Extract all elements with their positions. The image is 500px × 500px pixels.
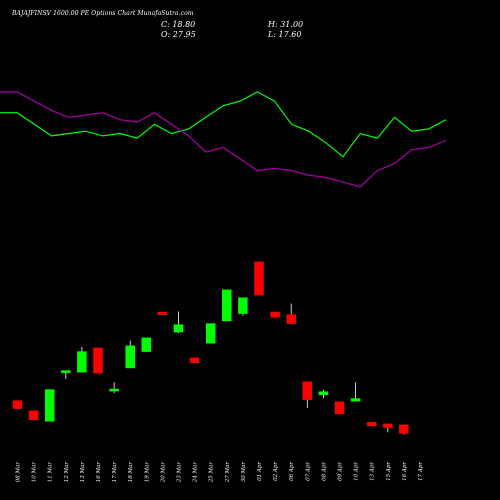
date-tick-label: 02 Apr [273,462,279,481]
date-tick-label: 07 Apr [305,462,311,481]
candle-body [205,323,216,344]
date-tick-label: 11 Mar [48,462,54,483]
date-tick-label: 17 Apr [418,462,424,481]
date-tick-label: 18 Mar [128,462,134,483]
line-series-2 [0,91,447,188]
candle-body [254,261,264,296]
candle-body [334,401,345,415]
candle-body [399,424,409,434]
date-tick-label: 01 Apr [257,462,263,481]
candle-body [189,357,200,363]
date-tick-label: 25 Mar [209,462,215,484]
date-tick-label: 09 Apr [338,462,344,481]
date-tick-label: 19 Mar [144,462,150,483]
candle-body [366,422,377,427]
date-tick-label: 30 Mar [241,462,247,483]
low-value: L: 17.60 [268,30,302,39]
candle-body [141,337,152,352]
candle-body [44,389,55,422]
candle-body [383,423,393,428]
date-tick-label: 23 Mar [177,462,183,484]
high-value: H: 31.00 [268,20,304,29]
candle-body [77,351,87,373]
date-tick-label: 16 Apr [402,462,408,481]
candle-body [318,391,329,396]
date-tick-label: 16 Mar [96,462,102,483]
candle-body [157,311,168,315]
date-tick-label: 08 Apr [321,462,327,481]
date-tick-label: 13 Apr [370,462,376,481]
candle-body [12,400,23,409]
date-tick-label: 27 Mar [225,462,231,484]
candle-body [109,388,119,392]
candle-body [61,370,71,373]
date-tick-label: 20 Mar [160,462,166,484]
candle-body [222,289,232,322]
candle-body [270,311,280,318]
date-tick-label: 17 Mar [112,462,118,483]
ohlc-close-open: C: 18.80 O: 27.95 [161,20,196,40]
chart-title: BAJAJFINSV 1600.00 PE Options Chart Muna… [12,10,194,17]
candle-body [125,345,135,369]
candle-body [28,410,39,420]
candle-body [238,297,248,314]
line-series-1 [0,91,447,158]
open-value: O: 27.95 [161,30,196,39]
date-tick-label: 10 Mar [32,462,38,483]
candle-body [286,314,296,324]
date-tick-label: 24 Mar [193,462,199,484]
candle-body [350,398,361,402]
ohlc-high-low: H: 31.00 L: 17.60 [268,20,303,40]
date-tick-label: 08 Mar [16,462,22,483]
date-tick-label: 12 Mar [64,462,70,483]
date-tick-label: 13 Mar [80,462,86,483]
candle-body [93,347,103,374]
date-tick-label: 10 Apr [354,462,360,481]
candle-body [302,381,313,400]
close-value: C: 18.80 [161,20,196,29]
date-tick-label: 06 Apr [289,462,295,481]
date-tick-label: 15 Apr [386,462,392,481]
candle-body [173,324,184,333]
